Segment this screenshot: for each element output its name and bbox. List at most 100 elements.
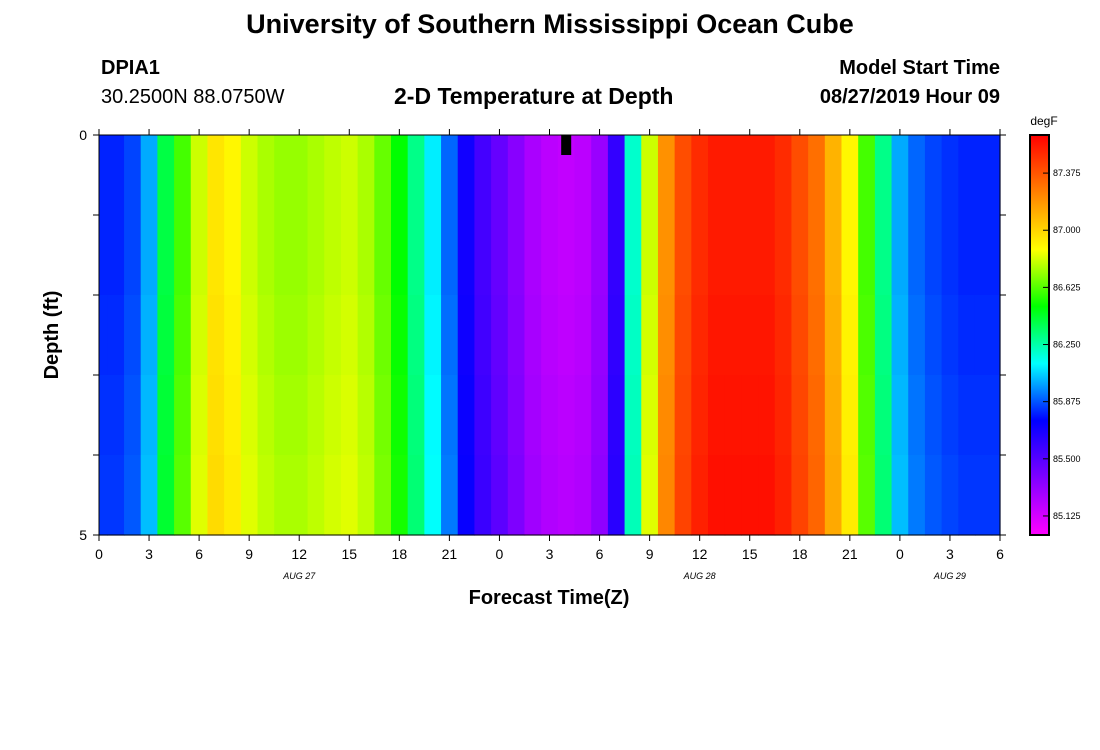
heatmap-cell (441, 375, 459, 456)
heatmap-cell (974, 135, 993, 216)
heatmap-cell (674, 375, 692, 456)
x-tick-label: 3 (145, 546, 153, 562)
heatmap-cell (908, 455, 926, 536)
colorbar-tick-label: 85.500 (1053, 454, 1081, 464)
model-start-value: 08/27/2019 Hour 09 (819, 86, 1000, 108)
heatmap-cell (641, 135, 659, 216)
x-tick-label: 0 (496, 546, 504, 562)
heatmap-cell (991, 375, 1001, 456)
heatmap-cell (441, 135, 459, 216)
date-label: AUG 27 (282, 571, 316, 581)
heatmap-cell (708, 375, 726, 456)
heatmap-cell (240, 215, 259, 296)
heatmap-cell (124, 295, 142, 376)
heatmap-cell (290, 455, 309, 536)
y-tick-label: 0 (79, 127, 87, 143)
heatmap-cell (474, 455, 492, 536)
heatmap-cell (424, 215, 442, 296)
colorbar-tick-label: 85.125 (1053, 511, 1081, 521)
heatmap-cell (657, 135, 676, 216)
heatmap-cell (791, 455, 809, 536)
heatmap-cell (457, 375, 476, 456)
heatmap-cell (524, 455, 542, 536)
y-axis: 05 (79, 127, 1006, 543)
heatmap-cell (891, 455, 909, 536)
heatmap-cell (758, 215, 776, 296)
x-tick-label: 21 (842, 546, 858, 562)
heatmap-cell (491, 295, 509, 376)
heatmap-cell (274, 135, 292, 216)
heatmap-cell (407, 295, 425, 376)
heatmap-cell (824, 215, 843, 296)
heatmap-cell (941, 135, 959, 216)
heatmap-cell (874, 295, 893, 376)
heatmap-cell (541, 295, 559, 376)
heatmap-cell (924, 215, 943, 296)
heatmap-cell (374, 215, 392, 296)
heatmap-cell (924, 375, 943, 456)
x-axis-title: Forecast Time(Z) (469, 587, 630, 609)
heatmap-cell (741, 215, 759, 296)
heatmap-cell (457, 135, 476, 216)
station-id: DPIA1 (101, 57, 160, 79)
heatmap-cell (958, 375, 976, 456)
heatmap-cell (691, 375, 709, 456)
x-tick-label: 6 (996, 546, 1004, 562)
heatmap-cell (99, 135, 108, 216)
heatmap-cell (274, 295, 292, 376)
heatmap-cell (124, 135, 142, 216)
heatmap-cell (290, 375, 309, 456)
heatmap-cell (774, 135, 793, 216)
heatmap-cell (441, 455, 459, 536)
heatmap-cell (407, 215, 425, 296)
heatmap-cell (140, 135, 158, 216)
heatmap-cell (524, 375, 542, 456)
heatmap-cell (607, 455, 626, 536)
heatmap-cell (140, 295, 158, 376)
heatmap-cell (774, 455, 793, 536)
heatmap-cell (224, 135, 242, 216)
heatmap-cell (524, 295, 542, 376)
x-tick-label: 15 (742, 546, 758, 562)
heatmap-cell (574, 455, 592, 536)
heatmap-cell (324, 215, 342, 296)
heatmap-cell (190, 135, 209, 216)
heatmap-cell (808, 215, 826, 296)
heatmap-cell (841, 135, 859, 216)
heatmap-cell (991, 455, 1001, 536)
heatmap-cell (207, 455, 225, 536)
x-tick-label: 21 (442, 546, 458, 562)
x-axis: 0 3 6 9 12 15 18 21 0 3 6 9 12 15 18 21 0 3 6 (95, 129, 1004, 562)
heatmap-cell (274, 455, 292, 536)
heatmap-cell (390, 215, 409, 296)
heatmap-cell (190, 455, 209, 536)
heatmap-cell (758, 135, 776, 216)
heatmap-cell (357, 295, 375, 376)
heatmap-cell (174, 215, 192, 296)
heatmap-cell (724, 295, 742, 376)
heatmap-cells (99, 135, 1001, 536)
heatmap-cell (924, 295, 943, 376)
x-tick-label: 9 (646, 546, 654, 562)
heatmap-cell (641, 375, 659, 456)
heatmap-cell (641, 295, 659, 376)
heatmap-cell (958, 295, 976, 376)
y-axis-title: Depth (ft) (41, 291, 63, 380)
heatmap-cell (607, 215, 626, 296)
heatmap-cell (974, 295, 993, 376)
heatmap-cell (240, 455, 259, 536)
heatmap-cell (991, 215, 1001, 296)
heatmap-cell (357, 375, 375, 456)
station-coordinates: 30.2500N 88.0750W (101, 86, 285, 108)
heatmap-cell (791, 375, 809, 456)
heatmap-cell (207, 375, 225, 456)
heatmap-cell (99, 215, 108, 296)
x-tick-label: 12 (291, 546, 307, 562)
heatmap-cell (808, 295, 826, 376)
date-labels: AUG 27 AUG 28 AUG 29 (282, 571, 966, 581)
heatmap-cell (808, 135, 826, 216)
heatmap-cell (190, 215, 209, 296)
heatmap-cell (557, 135, 576, 216)
heatmap-cell (591, 215, 609, 296)
heatmap-cell (691, 455, 709, 536)
